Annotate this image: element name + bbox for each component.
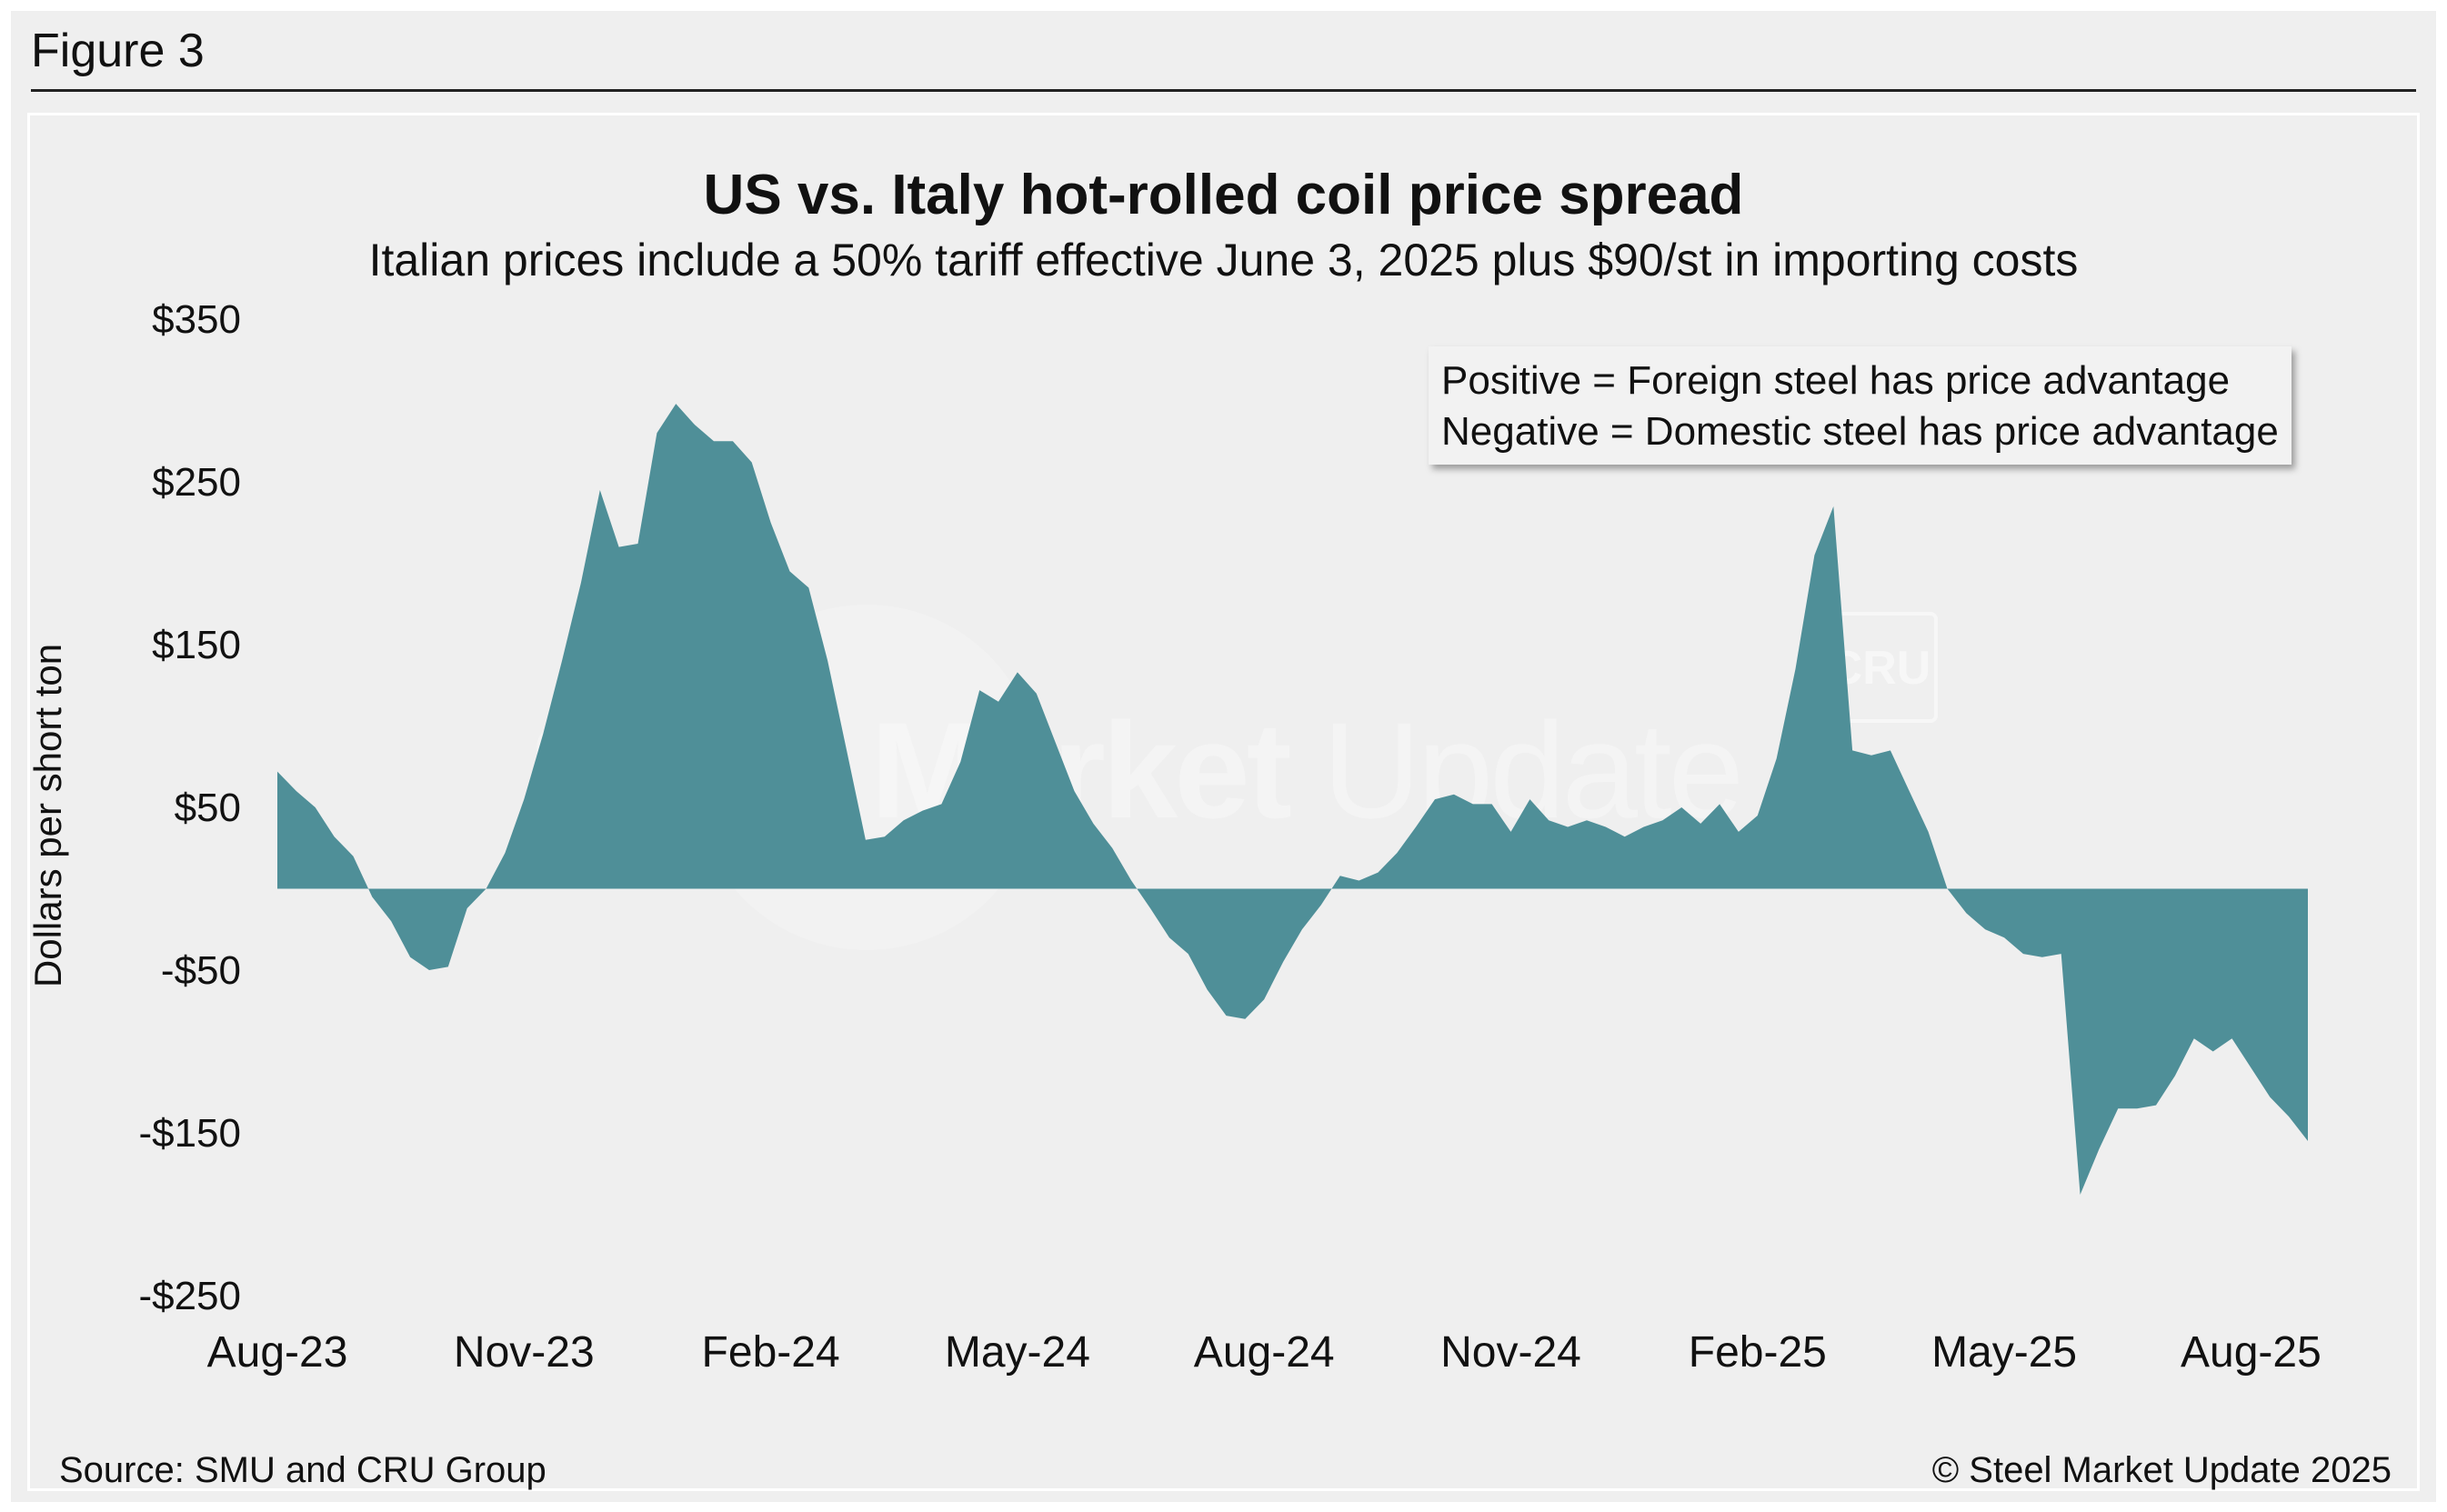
legend-note: Positive = Foreign steel has price advan… [1429, 346, 2292, 465]
y-tick-label: $250 [152, 460, 241, 505]
source-note: Source: SMU and CRU Group [59, 1450, 547, 1490]
x-tick-label: Aug-23 [207, 1328, 348, 1377]
legend-note-positive: Positive = Foreign steel has price advan… [1441, 358, 2231, 403]
chart-plot: Steel Market UpdateCRU$350$250$150$50-$5… [138, 297, 2322, 1377]
x-tick-label: Feb-24 [702, 1328, 840, 1377]
y-tick-label: $150 [152, 623, 241, 667]
chart-title: US vs. Italy hot-rolled coil price sprea… [703, 164, 1744, 226]
chart-panel: US vs. Italy hot-rolled coil price sprea… [26, 113, 2420, 1491]
x-tick-label: Nov-23 [454, 1328, 595, 1377]
y-tick-label: $50 [175, 786, 241, 830]
y-axis-label: Dollars per short ton [26, 643, 69, 988]
chart-subtitle: Italian prices include a 50% tariff effe… [368, 235, 2079, 285]
figure-label: Figure 3 [31, 25, 205, 77]
x-tick-label: May-25 [1931, 1328, 2077, 1377]
legend-note-negative: Negative = Domestic steel has price adva… [1441, 409, 2279, 454]
figure-container: Figure 3 US vs. Italy hot-rolled coil pr… [11, 11, 2436, 1502]
y-tick-label: -$150 [138, 1111, 241, 1156]
x-tick-label: Aug-24 [1194, 1328, 1335, 1377]
figure-divider [31, 89, 2416, 92]
x-tick-label: May-24 [945, 1328, 1090, 1377]
x-tick-label: Nov-24 [1440, 1328, 1581, 1377]
x-tick-label: Aug-25 [2181, 1328, 2322, 1377]
y-tick-label: -$50 [161, 948, 241, 993]
y-tick-label: -$250 [138, 1274, 241, 1318]
y-tick-label: $350 [152, 297, 241, 342]
copyright-note: © Steel Market Update 2025 [1931, 1450, 2392, 1490]
spread-area [277, 404, 2308, 1196]
x-tick-label: Feb-25 [1689, 1328, 1827, 1377]
